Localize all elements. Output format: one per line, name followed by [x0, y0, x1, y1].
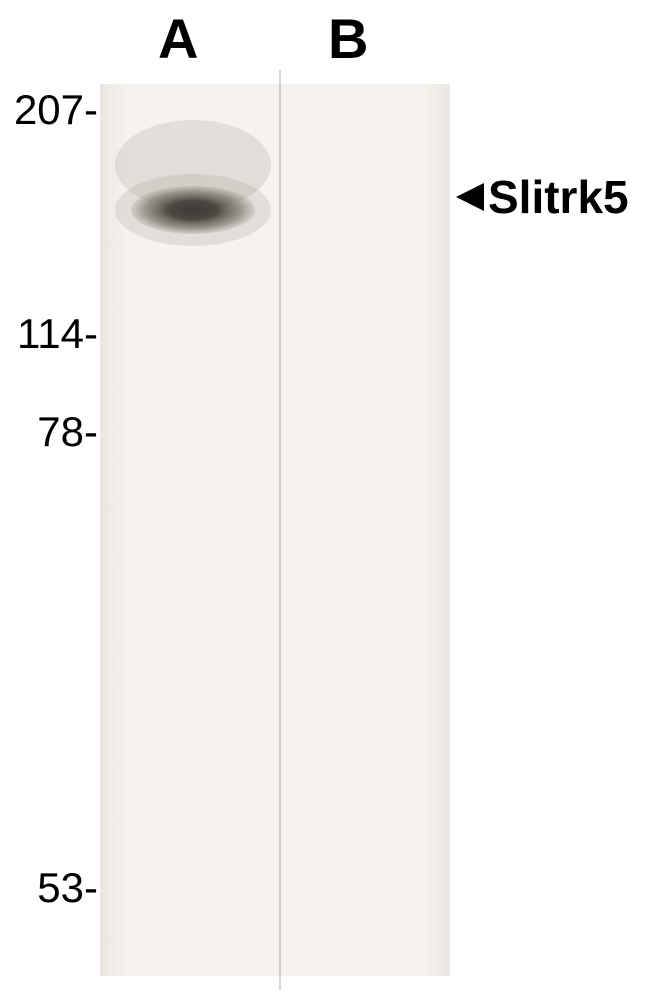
blot-background: [100, 70, 450, 990]
blot-area: [100, 70, 450, 990]
marker-207: 207-: [14, 86, 98, 134]
marker-78: 78-: [37, 408, 98, 456]
protein-label-slitrk5: Slitrk5: [456, 170, 629, 224]
left-arrow-icon: [456, 183, 484, 211]
figure-container: A B 207- 114- 78- 53-: [0, 0, 650, 1008]
marker-53: 53-: [37, 864, 98, 912]
protein-label-text: Slitrk5: [488, 170, 629, 224]
lane-label-b: B: [328, 6, 368, 71]
marker-114: 114-: [17, 310, 98, 358]
lane-label-a: A: [158, 6, 198, 71]
